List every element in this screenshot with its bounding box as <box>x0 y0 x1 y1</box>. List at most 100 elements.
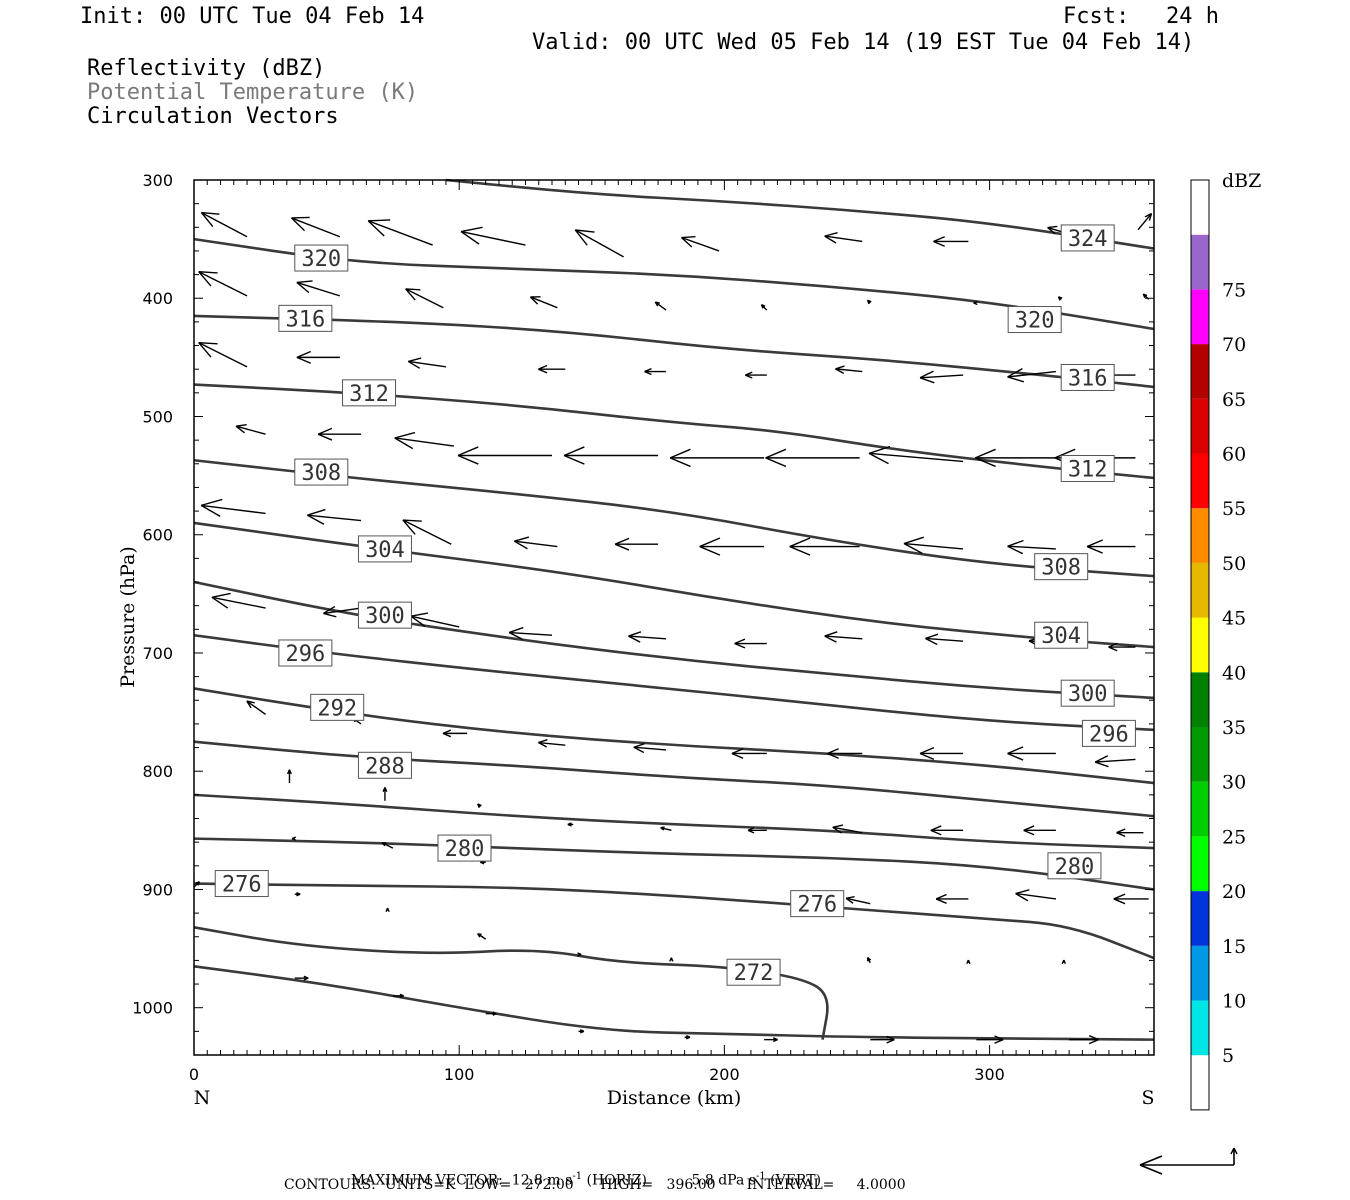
contour-label-box-296 <box>278 639 333 667</box>
colorbar-swatch <box>1191 289 1209 345</box>
max-horiz-value: 12.8 m s <box>511 1172 573 1189</box>
contour-label-276: 276 <box>222 873 262 898</box>
vector-arrow <box>976 1035 1004 1044</box>
colorbar-frame <box>1190 179 1210 1111</box>
reference-vector <box>1139 1147 1238 1175</box>
contour-label-312: 312 <box>349 382 389 407</box>
vector-arrow <box>294 975 309 981</box>
vector-arrow <box>198 271 248 297</box>
field-label-vectors: Circulation Vectors <box>87 104 339 129</box>
vector-arrow <box>669 448 765 468</box>
y-tick-label: 800 <box>142 762 173 781</box>
vector-arrow <box>747 827 767 834</box>
contour-324 <box>445 178 1155 250</box>
contour-label-280: 280 <box>1055 855 1095 880</box>
vector-arrow <box>294 891 301 897</box>
circulation-vectors <box>193 211 1153 1045</box>
contour-304 <box>193 521 1155 649</box>
colorbar-label: 60 <box>1222 444 1246 466</box>
colorbar-swatch <box>1191 836 1209 892</box>
colorbar-swatch <box>1191 508 1209 563</box>
contour-316 <box>193 314 1155 389</box>
contour-label-box-312 <box>342 379 397 407</box>
contour-label-304: 304 <box>1041 624 1081 649</box>
y-tick-labels: 300 400 500 600 700 800 900 1000 <box>132 171 173 1018</box>
vector-arrow <box>699 537 765 556</box>
x-tick-label: 100 <box>444 1065 475 1084</box>
vector-arrow <box>211 592 266 609</box>
vector-arrow <box>286 769 292 784</box>
colorbar-swatch <box>1191 234 1209 290</box>
vector-arrow <box>508 626 553 640</box>
forecast-hour-label: Fcst: <box>1063 4 1130 29</box>
colorbar-swatch <box>1191 672 1209 727</box>
contour-label-box-280 <box>1047 852 1102 880</box>
vector-arrow <box>824 631 863 643</box>
vector-arrow <box>407 357 447 369</box>
vector-arrow <box>385 907 390 913</box>
vector-arrow <box>477 933 487 940</box>
contour-280 <box>193 837 1155 891</box>
vector-arrow <box>567 822 574 827</box>
vector-arrow <box>930 825 964 836</box>
init-time: Init: 00 UTC Tue 04 Feb 14 <box>80 4 425 29</box>
contour-label-272: 272 <box>734 961 774 986</box>
vector-arrow <box>460 226 526 246</box>
vector-arrow <box>903 536 964 554</box>
contour-label-box-296 <box>1081 719 1136 747</box>
contour-label-300: 300 <box>365 604 405 629</box>
forecast-hour-value: 24 h <box>1166 4 1219 29</box>
vector-arrow <box>765 448 860 468</box>
vector-arrow <box>789 537 860 556</box>
vector-arrow <box>291 836 297 841</box>
colorbar-swatch <box>1191 453 1209 509</box>
vector-arrow <box>296 350 340 364</box>
x-tick-label: 300 <box>974 1065 1005 1084</box>
vector-arrow <box>529 296 558 309</box>
vector-arrow <box>457 446 553 465</box>
colorbar-label: 65 <box>1222 389 1246 411</box>
y-tick-label: 300 <box>142 171 173 190</box>
contour-label-312: 312 <box>1068 458 1108 483</box>
colorbar-label: 50 <box>1222 553 1246 575</box>
colorbar-label: 70 <box>1222 334 1246 356</box>
contour-label-280: 280 <box>445 837 485 862</box>
colorbar-title: dBZ <box>1222 170 1261 192</box>
vector-arrow <box>307 508 362 525</box>
y-tick-label: 500 <box>142 407 173 426</box>
contour-label-box-276 <box>790 890 845 918</box>
colorbar-swatch <box>1191 891 1209 946</box>
vector-arrow <box>578 1029 585 1034</box>
colorbar-label: 35 <box>1222 717 1246 739</box>
contour-272 <box>193 926 829 1040</box>
contour-300 <box>193 580 1155 700</box>
colorbar <box>1190 179 1210 1111</box>
contour-label-296: 296 <box>1089 722 1129 747</box>
vector-arrow <box>935 893 969 904</box>
contour-label-320: 320 <box>301 247 341 272</box>
colorbar-swatch <box>1191 945 1209 1001</box>
y-tick-label: 700 <box>142 644 173 663</box>
contours-line: CONTOURS: UNITS=K LOW= 272.00 HIGH= 396.… <box>284 1177 906 1193</box>
vector-arrow <box>866 956 872 964</box>
vector-arrow <box>317 427 362 441</box>
vector-arrow <box>200 211 248 238</box>
vector-arrow <box>628 631 667 643</box>
contour-label-box-312 <box>1060 455 1115 483</box>
vector-arrow <box>402 519 452 545</box>
colorbar-swatch <box>1191 562 1209 618</box>
contour-label-296: 296 <box>286 642 326 667</box>
contour-label-box-320 <box>294 244 349 272</box>
vector-arrow <box>1137 212 1153 231</box>
colorbar-swatch <box>1191 1000 1209 1056</box>
vector-arrow <box>973 300 978 306</box>
contour-label-308: 308 <box>1041 556 1081 581</box>
valid-time: Valid: 00 UTC Wed 05 Feb 14 (19 EST Tue … <box>532 30 1195 55</box>
vector-arrow <box>538 364 566 374</box>
max-horiz-exponent: -1 <box>572 1171 583 1182</box>
contour-label-288: 288 <box>365 754 405 779</box>
vector-arrow <box>1086 539 1136 554</box>
vector-arrow <box>925 633 964 646</box>
vector-arrow <box>919 746 964 760</box>
